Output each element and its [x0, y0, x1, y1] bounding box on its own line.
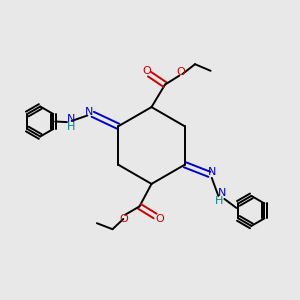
Text: O: O — [176, 67, 185, 77]
Text: N: N — [208, 167, 217, 177]
Text: N: N — [67, 114, 75, 124]
Text: O: O — [142, 65, 152, 76]
Text: O: O — [119, 214, 128, 224]
Text: H: H — [215, 196, 223, 206]
Text: O: O — [155, 214, 164, 224]
Text: H: H — [67, 122, 75, 133]
Text: N: N — [218, 188, 226, 199]
Text: N: N — [85, 107, 93, 117]
